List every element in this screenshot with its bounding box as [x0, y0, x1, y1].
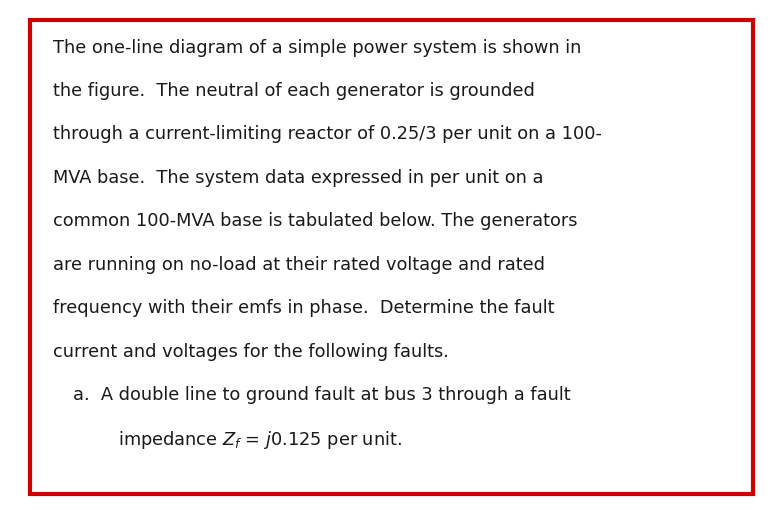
Text: current and voltages for the following faults.: current and voltages for the following f…: [53, 343, 449, 361]
FancyBboxPatch shape: [30, 20, 753, 494]
Text: common 100-MVA base is tabulated below. The generators: common 100-MVA base is tabulated below. …: [53, 212, 578, 230]
Text: are running on no-load at their rated voltage and rated: are running on no-load at their rated vo…: [53, 256, 545, 274]
Text: The one-line diagram of a simple power system is shown in: The one-line diagram of a simple power s…: [53, 39, 582, 57]
Text: impedance $\mathit{Z}_{f}$ = $j$0.125 per unit.: impedance $\mathit{Z}_{f}$ = $j$0.125 pe…: [73, 430, 402, 451]
Text: through a current-limiting reactor of 0.25/3 per unit on a 100-: through a current-limiting reactor of 0.…: [53, 125, 602, 143]
Text: a.  A double line to ground fault at bus 3 through a fault: a. A double line to ground fault at bus …: [73, 386, 571, 404]
Text: the figure.  The neutral of each generator is grounded: the figure. The neutral of each generato…: [53, 82, 535, 100]
Text: frequency with their emfs in phase.  Determine the fault: frequency with their emfs in phase. Dete…: [53, 299, 554, 317]
Text: MVA base.  The system data expressed in per unit on a: MVA base. The system data expressed in p…: [53, 169, 543, 187]
